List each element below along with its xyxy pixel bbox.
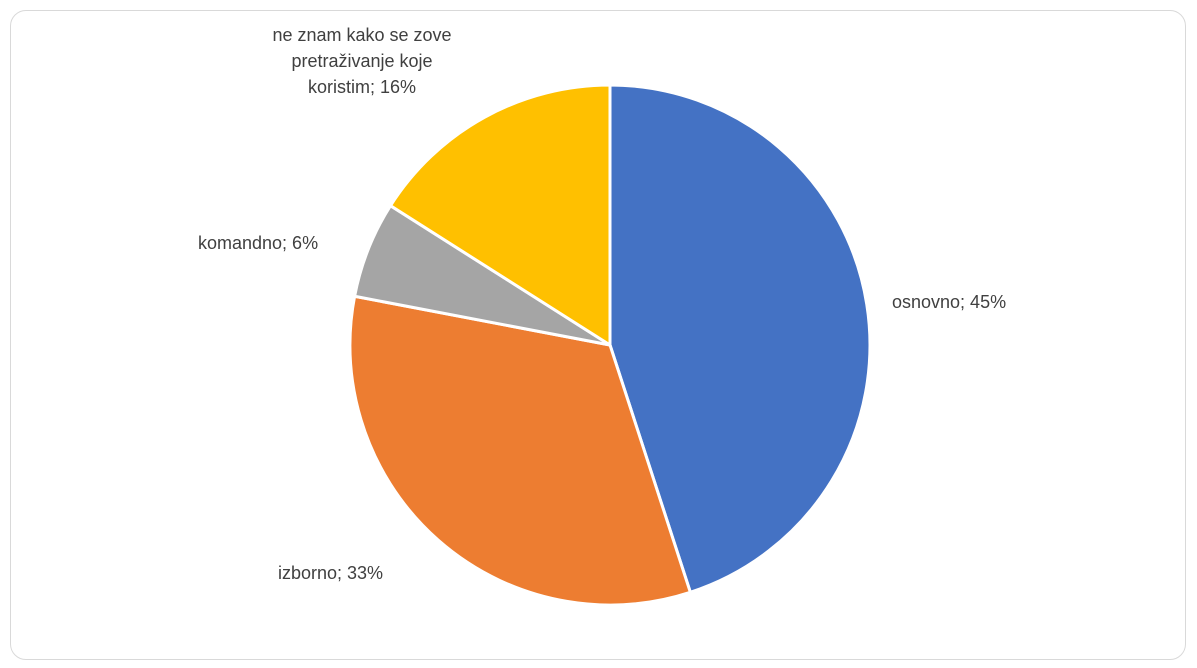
pie-slice-izborno xyxy=(348,294,693,607)
data-labels: osnovno; 45% izborno; 33% komandno; 6% ne z… xyxy=(198,25,1006,583)
data-label-izborno: izborno; 33% xyxy=(278,563,383,583)
pie-slices xyxy=(348,83,872,607)
data-label-ne: ne znam kako se zove pretraživanje koje ko… xyxy=(272,25,451,97)
data-label-komandno: komandno; 6% xyxy=(198,233,318,253)
data-label-osnovno: osnovno; 45% xyxy=(892,292,1006,312)
pie-slice-osnovno xyxy=(608,83,872,595)
pie-slice-ne xyxy=(388,83,612,348)
